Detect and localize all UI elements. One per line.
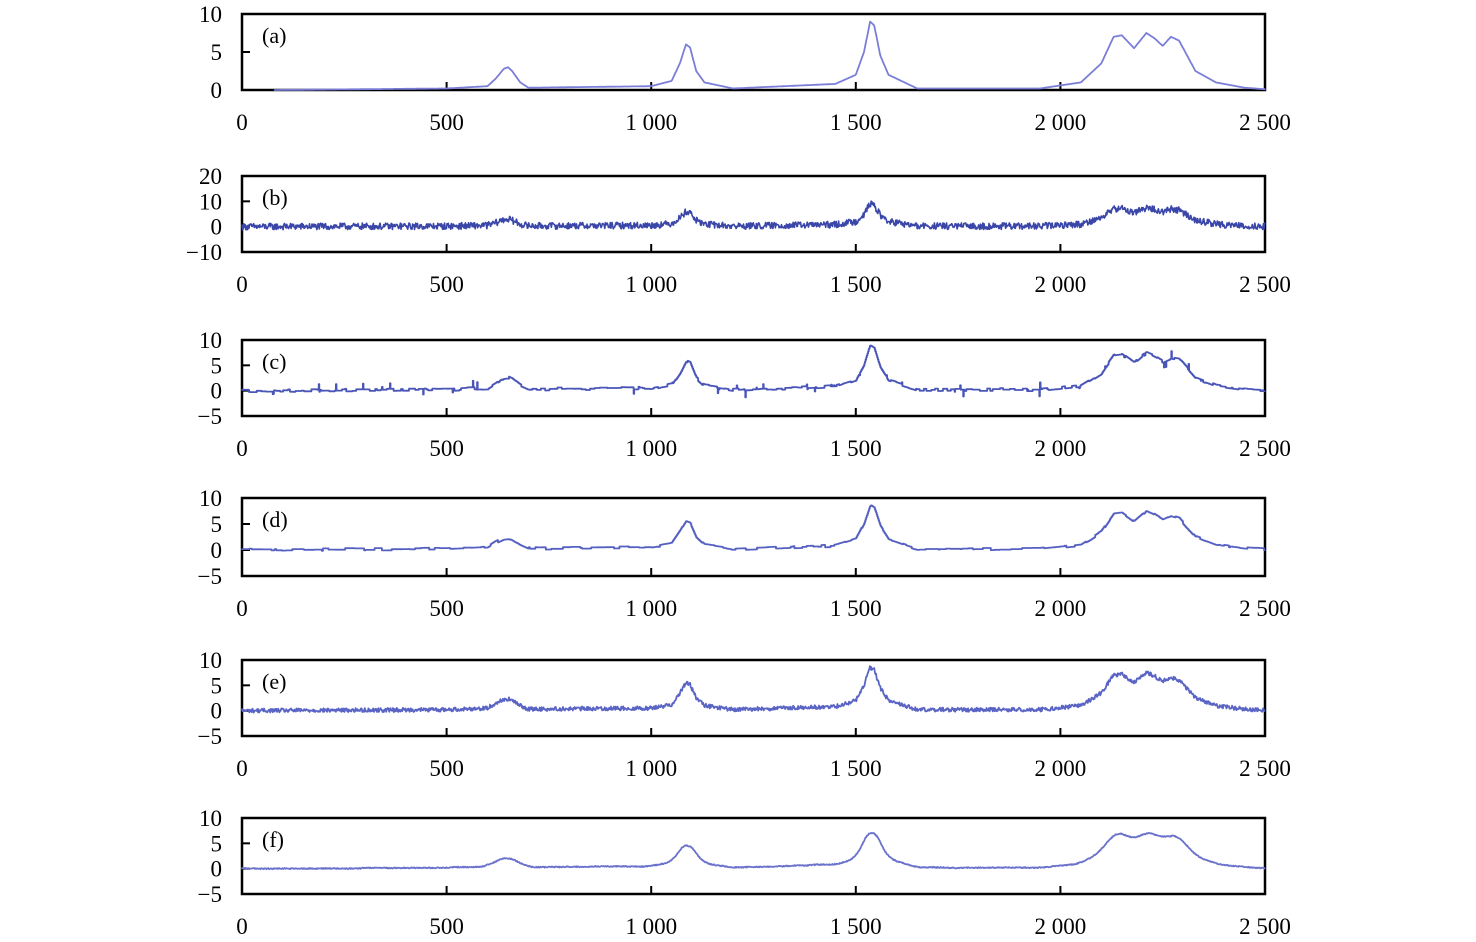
x-tick-label: 500 bbox=[429, 596, 464, 621]
y-tick-label: −10 bbox=[186, 240, 222, 265]
x-tick-label: 1 500 bbox=[830, 914, 882, 939]
series-line-f bbox=[241, 832, 1266, 871]
x-tick-label: 500 bbox=[429, 914, 464, 939]
y-tick-label: 20 bbox=[199, 164, 222, 189]
x-tick-label: 1 000 bbox=[625, 110, 677, 135]
x-tick-label: 1 500 bbox=[830, 272, 882, 297]
x-tick-label: 1 000 bbox=[625, 436, 677, 461]
x-tick-label: 1 500 bbox=[830, 110, 882, 135]
series-line-e bbox=[241, 665, 1266, 714]
y-tick-label: 5 bbox=[211, 831, 223, 856]
y-tick-label: 10 bbox=[199, 806, 222, 831]
x-tick-label: 2 500 bbox=[1239, 914, 1291, 939]
x-tick-label: 500 bbox=[429, 436, 464, 461]
x-tick-label: 2 000 bbox=[1035, 110, 1087, 135]
x-tick-label: 2 000 bbox=[1035, 756, 1087, 781]
y-tick-label: 10 bbox=[199, 328, 222, 353]
panel-label: (a) bbox=[262, 23, 286, 48]
x-tick-label: 2 500 bbox=[1239, 596, 1291, 621]
y-tick-label: 10 bbox=[199, 2, 222, 27]
x-tick-label: 1 000 bbox=[625, 914, 677, 939]
plot-frame bbox=[240, 816, 1267, 896]
series-line-b bbox=[241, 200, 1266, 231]
y-tick-label: 0 bbox=[211, 379, 223, 404]
x-tick-label: 0 bbox=[236, 272, 248, 297]
x-tick-label: 2 500 bbox=[1239, 756, 1291, 781]
x-tick-label: 1 500 bbox=[830, 596, 882, 621]
x-tick-label: 0 bbox=[236, 436, 248, 461]
panel-label: (c) bbox=[262, 349, 286, 374]
y-tick-label: 10 bbox=[199, 648, 222, 673]
plot-frame bbox=[240, 658, 1267, 738]
x-tick-label: 1 500 bbox=[830, 756, 882, 781]
y-tick-label: 5 bbox=[211, 40, 223, 65]
y-tick-label: −5 bbox=[198, 404, 222, 429]
y-tick-label: 0 bbox=[211, 215, 223, 240]
x-tick-label: 1 000 bbox=[625, 756, 677, 781]
panel-label: (f) bbox=[262, 827, 284, 852]
y-tick-label: 5 bbox=[211, 673, 223, 698]
plot-frame bbox=[240, 338, 1267, 418]
plot-frame bbox=[240, 174, 1267, 254]
panel-label: (e) bbox=[262, 669, 286, 694]
x-tick-label: 2 000 bbox=[1035, 596, 1087, 621]
x-tick-label: 0 bbox=[236, 914, 248, 939]
y-tick-label: 0 bbox=[211, 857, 223, 882]
y-tick-label: −5 bbox=[198, 564, 222, 589]
series-line-a bbox=[273, 20, 1266, 91]
x-tick-label: 500 bbox=[429, 756, 464, 781]
y-tick-label: 0 bbox=[211, 78, 223, 103]
plot-frame bbox=[240, 12, 1267, 92]
x-tick-label: 500 bbox=[429, 110, 464, 135]
x-tick-label: 2 500 bbox=[1239, 110, 1291, 135]
x-tick-label: 1 000 bbox=[625, 272, 677, 297]
x-tick-label: 2 500 bbox=[1239, 436, 1291, 461]
panel-label: (b) bbox=[262, 185, 288, 210]
y-tick-label: −5 bbox=[198, 724, 222, 749]
x-tick-label: 2 500 bbox=[1239, 272, 1291, 297]
panel-label: (d) bbox=[262, 507, 288, 532]
x-tick-label: 1 500 bbox=[830, 436, 882, 461]
x-tick-label: 0 bbox=[236, 110, 248, 135]
x-tick-label: 2 000 bbox=[1035, 914, 1087, 939]
y-tick-label: −5 bbox=[198, 882, 222, 907]
y-tick-label: 10 bbox=[199, 189, 222, 214]
y-tick-label: 0 bbox=[211, 699, 223, 724]
y-tick-label: 10 bbox=[199, 486, 222, 511]
plot-frame bbox=[240, 496, 1267, 578]
y-tick-label: 0 bbox=[211, 538, 223, 563]
x-tick-label: 1 000 bbox=[625, 596, 677, 621]
y-tick-label: 5 bbox=[211, 353, 223, 378]
series-line-d bbox=[241, 504, 1266, 552]
x-tick-label: 500 bbox=[429, 272, 464, 297]
x-tick-label: 2 000 bbox=[1035, 436, 1087, 461]
x-tick-label: 0 bbox=[236, 756, 248, 781]
x-tick-label: 0 bbox=[236, 596, 248, 621]
panel-a: 0 500 1 000 1 500 2 000 2 500 0 5 10 (a) bbox=[199, 2, 1291, 135]
series-line-c bbox=[241, 344, 1266, 399]
y-tick-label: 5 bbox=[211, 512, 223, 537]
x-tick-label: 2 000 bbox=[1035, 272, 1087, 297]
